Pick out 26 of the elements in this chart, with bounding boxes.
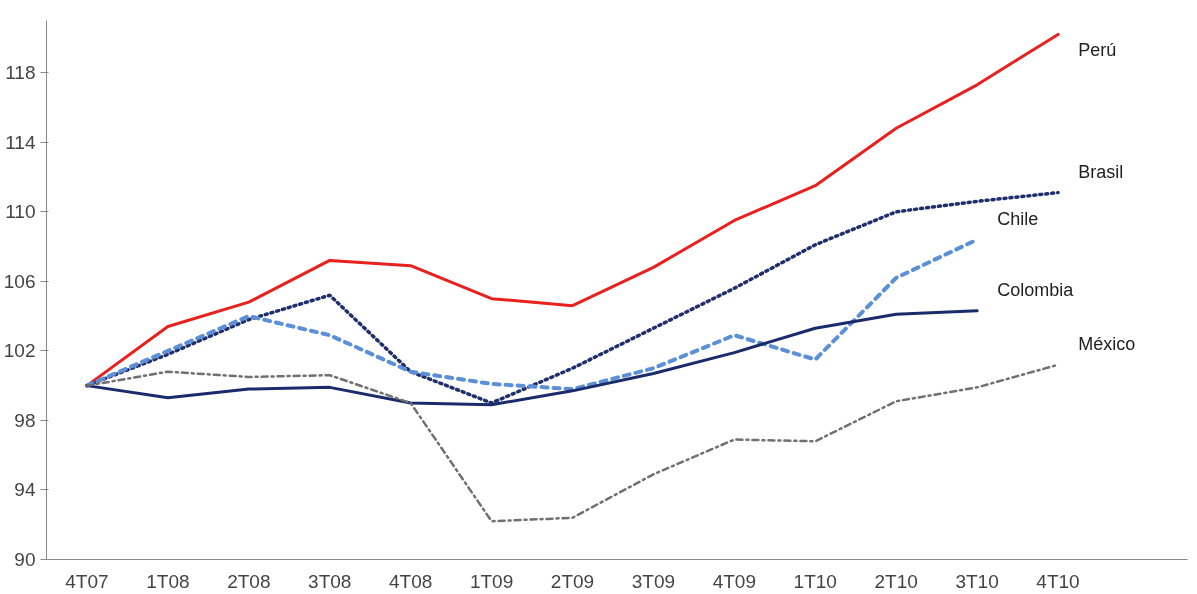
series-label: Chile [997,209,1039,230]
x-tick-label: 3T08 [308,570,352,592]
x-tick-label: 2T08 [227,570,271,592]
series-label: México [1078,334,1136,355]
y-tick-label: 94 [14,479,36,501]
y-tick-label: 118 [5,62,36,84]
x-tick-label: 3T10 [955,570,999,592]
x-tick-label: 4T10 [1036,570,1080,592]
y-tick-label: 102 [3,340,36,362]
y-tick-label: 110 [5,201,36,223]
x-tick-label: 2T10 [874,570,918,592]
x-tick-label: 1T10 [793,570,837,592]
y-tick-label: 114 [5,131,36,153]
x-tick-label: 4T08 [389,570,433,592]
x-tick-label: 1T08 [146,570,190,592]
x-tick-label: 4T09 [712,570,756,592]
y-tick-label: 98 [14,409,36,431]
x-tick-label: 2T09 [550,570,595,592]
x-tick-label: 4T07 [65,570,109,592]
x-tick-label: 3T09 [631,570,676,592]
series-label: Colombia [997,280,1075,301]
series-label: Brasil [1078,162,1124,183]
series-label: Perú [1078,39,1117,60]
x-tick-label: 1T09 [469,570,514,592]
y-tick-label: 90 [14,549,36,570]
y-tick-label: 106 [3,270,36,292]
